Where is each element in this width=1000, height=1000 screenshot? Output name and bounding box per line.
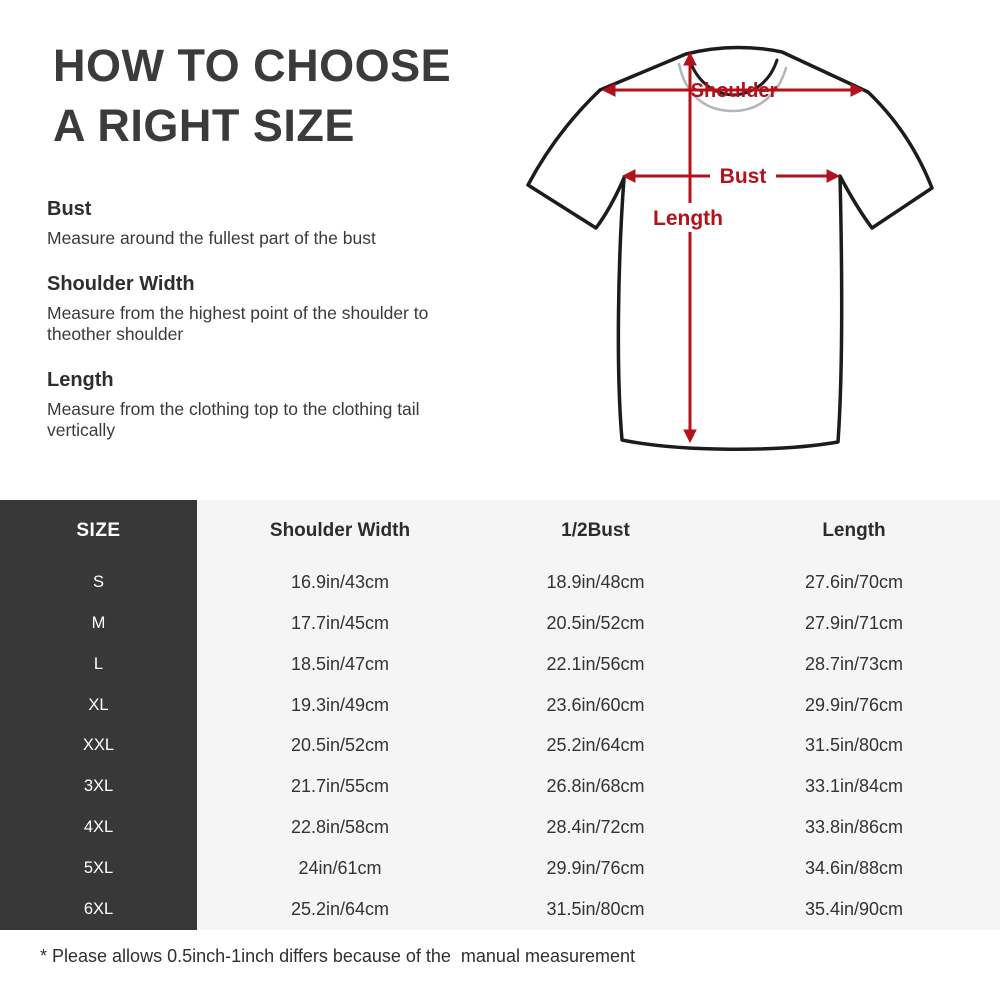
table-cell-shoulder: 22.8in/58cm — [290, 817, 390, 838]
instruction-bust-heading: Bust — [47, 198, 92, 220]
size-table: SIZE Shoulder Width 1/2Bust Length S 16.… — [0, 500, 1000, 930]
table-cell-length: 27.9in/71cm — [804, 612, 904, 633]
table-row-size: S — [92, 572, 104, 591]
instruction-length: Length Measure from the clothing top to … — [47, 369, 477, 441]
table-cell-shoulder: 19.3in/49cm — [290, 694, 390, 715]
table-cell-shoulder: 17.7in/45cm — [290, 612, 390, 633]
bust-arrow-label: Bust — [720, 165, 767, 188]
table-cell-length: 34.6in/88cm — [804, 858, 904, 879]
table-cell-shoulder: 18.5in/47cm — [290, 653, 390, 674]
hero-text-column: HOW TO CHOOSE A RIGHT SIZE Bust Measure … — [47, 36, 477, 441]
page-title-line2: A RIGHT SIZE — [53, 100, 355, 151]
length-arrow-label: Length — [653, 207, 723, 230]
table-cell-length: 33.8in/86cm — [804, 817, 904, 838]
table-cell-shoulder: 25.2in/64cm — [290, 899, 390, 920]
table-row-size: 5XL — [83, 859, 114, 878]
table-cell-length: 33.1in/84cm — [804, 776, 904, 797]
page-title-line1: HOW TO CHOOSE — [53, 40, 452, 91]
table-cell-bust: 31.5in/80cm — [546, 899, 645, 920]
table-cell-bust: 20.5in/52cm — [546, 612, 645, 633]
table-cell-bust: 18.9in/48cm — [546, 571, 645, 592]
instruction-bust: Bust Measure around the fullest part of … — [47, 198, 477, 249]
table-row-size: 3XL — [83, 777, 114, 796]
table-cell-shoulder: 21.7in/55cm — [290, 776, 390, 797]
instruction-shoulder-text: Measure from the highest point of the sh… — [47, 303, 429, 344]
tshirt-diagram-svg: Shoulder Bust Length — [526, 45, 934, 452]
tshirt-outline — [526, 45, 934, 452]
table-row-size: 4XL — [83, 818, 114, 837]
measurement-disclaimer: * Please allows 0.5inch-1inch differs be… — [40, 946, 636, 966]
table-cell-bust: 25.2in/64cm — [546, 735, 645, 756]
length-label-backdrop — [644, 203, 734, 232]
table-row-size: 6XL — [83, 900, 114, 919]
table-row-size: L — [93, 654, 104, 673]
size-table-header-shoulder: Shoulder Width — [269, 520, 411, 541]
instruction-shoulder-width: Shoulder Width Measure from the highest … — [47, 273, 477, 345]
table-row-size: XXL — [82, 736, 115, 755]
table-cell-length: 29.9in/76cm — [804, 694, 904, 715]
instruction-length-text: Measure from the clothing top to the clo… — [47, 399, 420, 440]
table-row-size: XL — [88, 695, 109, 714]
instruction-bust-text: Measure around the fullest part of the b… — [47, 228, 376, 248]
instruction-shoulder-heading: Shoulder Width — [47, 273, 195, 295]
shoulder-arrow-label: Shoulder — [691, 80, 778, 102]
table-cell-bust: 23.6in/60cm — [546, 694, 645, 715]
table-cell-bust: 28.4in/72cm — [546, 817, 645, 838]
tshirt-measurement-diagram: Shoulder Bust Length — [520, 20, 980, 460]
table-cell-shoulder: 24in/61cm — [298, 858, 382, 879]
table-cell-bust: 29.9in/76cm — [546, 858, 645, 879]
table-cell-length: 28.7in/73cm — [804, 653, 904, 674]
size-table-header-size: SIZE — [76, 520, 121, 541]
table-cell-length: 31.5in/80cm — [804, 735, 904, 756]
table-cell-bust: 26.8in/68cm — [546, 776, 645, 797]
table-cell-length: 27.6in/70cm — [804, 571, 904, 592]
page-title: HOW TO CHOOSE A RIGHT SIZE — [53, 36, 477, 156]
instruction-length-heading: Length — [47, 369, 114, 391]
table-row-size: M — [91, 613, 106, 632]
table-cell-shoulder: 20.5in/52cm — [290, 735, 390, 756]
table-cell-length: 35.4in/90cm — [804, 899, 904, 920]
table-cell-shoulder: 16.9in/43cm — [290, 571, 390, 592]
size-table-header-bust: 1/2Bust — [561, 520, 630, 541]
size-table-header-length: Length — [822, 520, 886, 541]
table-cell-bust: 22.1in/56cm — [546, 653, 645, 674]
